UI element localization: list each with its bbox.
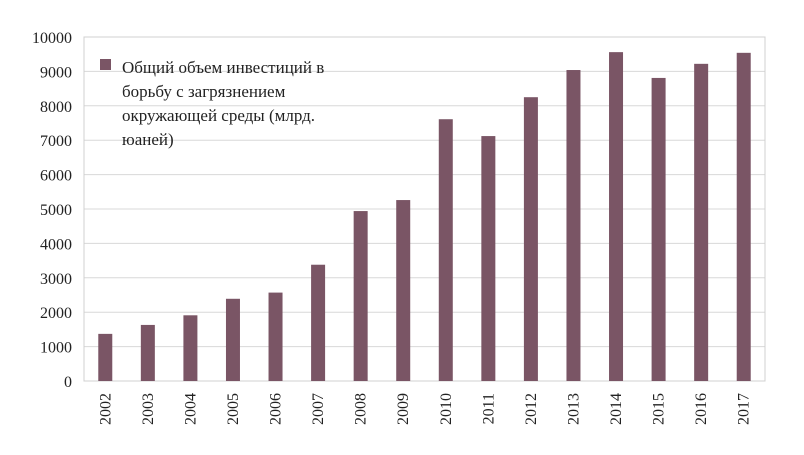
bar-2015	[651, 77, 666, 381]
bar-2014	[609, 52, 624, 382]
y-tick-label: 2000	[40, 305, 72, 322]
y-tick-label: 4000	[40, 236, 72, 253]
bar-2007	[311, 264, 326, 381]
grid-lines	[84, 70, 765, 348]
y-tick-label: 1000	[40, 340, 72, 357]
bar-2002	[98, 333, 113, 381]
bars	[98, 52, 751, 382]
legend-line-2: борьбу с загрязнением	[122, 82, 286, 101]
y-axis-ticks: 0 1000 2000 3000 4000 5000 6000 7000 8000 9000 100…	[32, 30, 72, 391]
x-tick-label: 2012	[523, 393, 540, 425]
x-tick-label: 2017	[736, 393, 753, 425]
legend-line-3: окружающей среды (млрд.	[122, 106, 315, 125]
x-tick-label: 2016	[693, 393, 710, 425]
x-tick-label: 2011	[480, 393, 497, 424]
bar-2003	[140, 324, 155, 381]
y-tick-label: 6000	[40, 168, 72, 185]
y-tick-label: 8000	[40, 99, 72, 116]
x-tick-label: 2004	[182, 393, 199, 425]
x-tick-label: 2003	[140, 393, 157, 425]
x-tick-label: 2009	[395, 393, 412, 425]
bar-2008	[353, 211, 368, 381]
bar-2010	[438, 119, 453, 381]
plot-frame	[83, 36, 766, 382]
x-tick-label: 2008	[353, 393, 370, 425]
bar-2017	[736, 52, 751, 381]
legend-swatch	[100, 59, 111, 70]
x-tick-label: 2015	[651, 393, 668, 425]
x-tick-label: 2002	[97, 393, 114, 425]
bar-2013	[566, 70, 581, 382]
x-tick-label: 2014	[608, 393, 625, 425]
y-tick-label: 5000	[40, 202, 72, 219]
y-tick-label: 0	[64, 374, 72, 391]
bar-2016	[694, 63, 709, 381]
bar-2004	[183, 315, 198, 381]
x-tick-label: 2005	[225, 393, 242, 425]
bar-2011	[481, 136, 496, 381]
x-tick-label: 2013	[565, 393, 582, 425]
bar-2009	[396, 200, 411, 381]
bar-2005	[225, 298, 240, 381]
y-tick-label: 3000	[40, 271, 72, 288]
bar-2006	[268, 292, 283, 381]
y-tick-label: 10000	[32, 30, 72, 47]
x-tick-label: 2006	[268, 393, 285, 425]
bar-2012	[523, 97, 538, 381]
x-tick-label: 2010	[438, 393, 455, 425]
x-axis-ticks: 2002 2003 2004 2005 2006 2007 2008 2009 2010 2011…	[97, 393, 752, 425]
legend-line-4: юаней)	[122, 130, 174, 149]
legend-line-1: Общий объем инвестиций в	[122, 58, 324, 77]
legend: Общий объем инвестиций в борьбу с загряз…	[100, 58, 324, 149]
y-tick-label: 9000	[40, 64, 72, 81]
x-tick-label: 2007	[310, 393, 327, 425]
y-tick-label: 7000	[40, 133, 72, 150]
